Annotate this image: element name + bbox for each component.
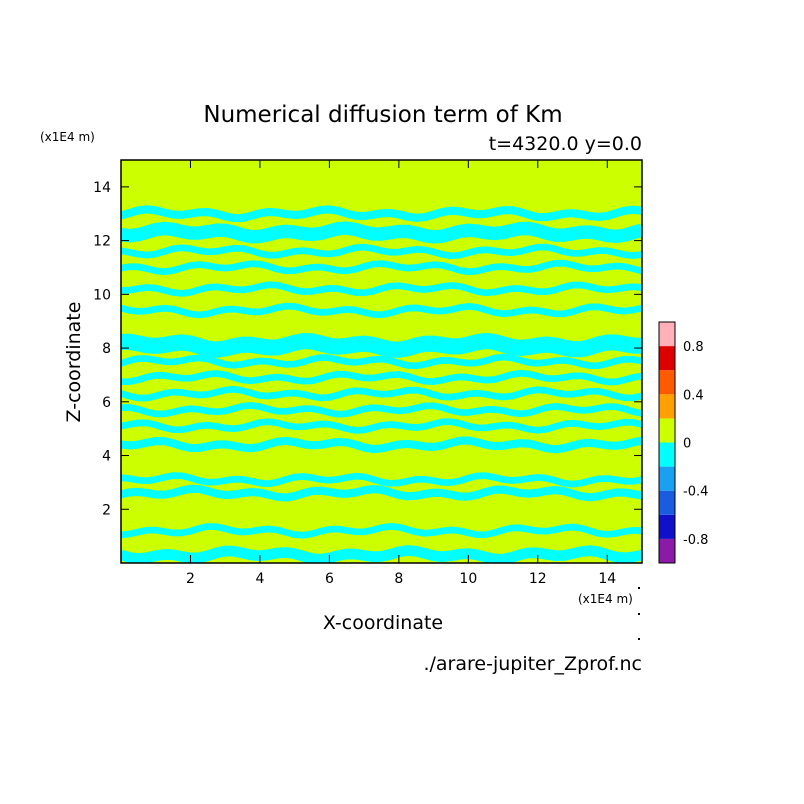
contour-band — [121, 545, 642, 563]
y-tick-label: 2 — [102, 502, 111, 518]
contour-band — [121, 259, 642, 276]
contour-band — [121, 353, 642, 370]
plot-area — [121, 160, 642, 563]
y-tick-label: 10 — [93, 287, 111, 303]
contour-band — [121, 369, 642, 386]
y-tick-label: 12 — [93, 234, 111, 250]
colorbar-swatch — [659, 418, 675, 443]
colorbar: -0.8 -0.4 0 0.4 0.8 — [658, 321, 708, 564]
contour-band — [121, 418, 642, 434]
contour-band — [121, 385, 642, 402]
colorbar-swatch — [659, 514, 675, 539]
colorbar-swatch — [659, 466, 675, 491]
colorbar-swatch — [659, 490, 675, 515]
x-tick-label: 6 — [325, 571, 334, 587]
contour-band — [121, 484, 642, 502]
colorbar-swatch — [659, 346, 675, 371]
contour-band — [121, 332, 642, 358]
y-tick-label: 14 — [93, 180, 111, 196]
y-tick-label: 4 — [102, 449, 111, 465]
contour-band — [121, 281, 642, 297]
contour-band — [121, 221, 642, 244]
contour-band — [121, 402, 642, 418]
colorbar-swatch — [659, 442, 675, 467]
y-tick-label: 6 — [102, 395, 111, 411]
contour-band — [121, 243, 642, 260]
x-axis-ticks: 2 4 6 8 10 12 14 — [186, 160, 616, 587]
y-axis-label: Z-coordinate — [63, 302, 85, 423]
colorbar-swatch — [659, 322, 675, 347]
x-tick-label: 8 — [394, 571, 403, 587]
x-tick-label: 12 — [529, 571, 547, 587]
x-tick-label: 4 — [255, 571, 264, 587]
source-file: ./arare-jupiter_Zprof.nc — [423, 653, 642, 675]
y-tick-label: 8 — [102, 341, 111, 357]
x-unit-label: (x1E4 m) — [578, 592, 633, 606]
contour-band — [121, 205, 642, 223]
colorbar-swatch — [659, 370, 675, 395]
x-tick-label: 2 — [186, 571, 195, 587]
chart-subtitle: t=4320.0 y=0.0 — [489, 133, 642, 155]
contour-band — [121, 472, 642, 488]
contour-band — [121, 302, 642, 319]
colorbar-tick-label: -0.8 — [683, 533, 708, 548]
contour-band — [121, 436, 642, 454]
colorbar-tick-label: 0.8 — [683, 340, 704, 355]
x-axis-label: X-coordinate — [323, 612, 443, 634]
x-tick-label: 10 — [459, 571, 477, 587]
plot-frame — [120, 159, 643, 564]
axis-dots — [638, 587, 640, 640]
chart-title: Numerical diffusion term of Km — [203, 102, 562, 128]
y-axis-ticks: 2 4 6 8 10 12 14 — [93, 180, 642, 518]
y-unit-label: (x1E4 m) — [40, 130, 95, 144]
colorbar-swatch — [659, 538, 675, 563]
contour-band — [121, 523, 642, 539]
colorbar-frame — [658, 321, 676, 564]
colorbar-tick-label: 0.4 — [683, 388, 704, 403]
x-tick-label: 14 — [598, 571, 616, 587]
colorbar-tick-label: -0.4 — [683, 485, 708, 500]
colorbar-tick-label: 0 — [683, 437, 691, 452]
colorbar-swatch — [659, 394, 675, 419]
